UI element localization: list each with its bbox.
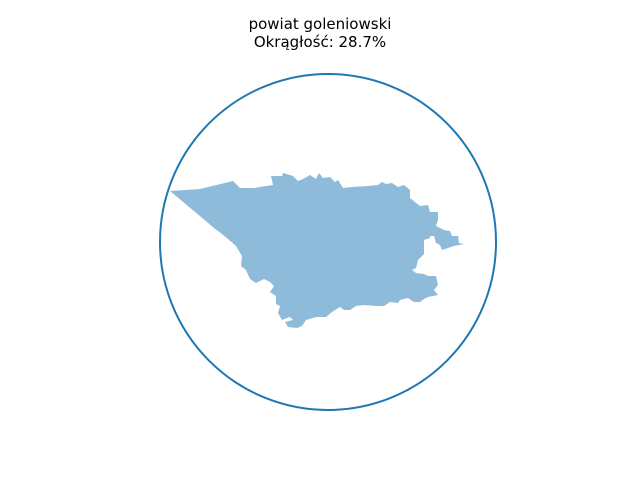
chart-title: powiat goleniowski Okrągłość: 28.7% xyxy=(0,15,640,51)
region-shape xyxy=(170,173,464,328)
title-region-name: powiat goleniowski xyxy=(248,15,392,33)
title-roundness: Okrągłość: 28.7% xyxy=(253,33,387,51)
enclosing-circle xyxy=(159,73,497,411)
